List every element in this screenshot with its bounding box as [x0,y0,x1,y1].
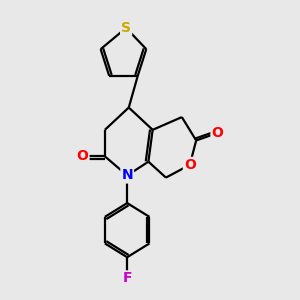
Text: S: S [121,21,131,35]
Text: N: N [122,169,133,182]
Text: O: O [77,149,88,164]
Text: F: F [122,272,132,285]
Text: O: O [212,126,223,140]
Text: O: O [184,158,196,172]
